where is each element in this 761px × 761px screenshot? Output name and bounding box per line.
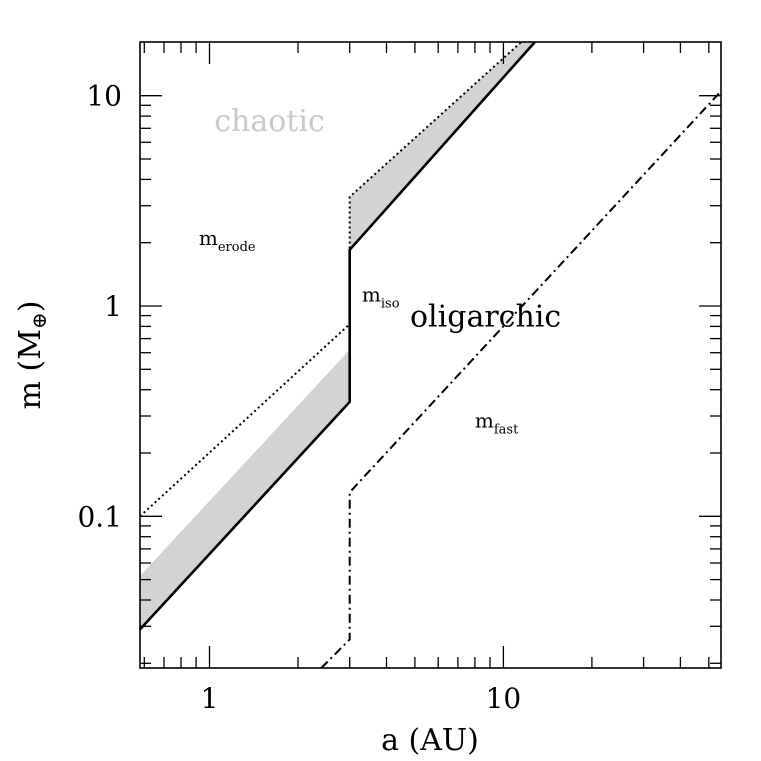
- tick-layer: [140, 42, 721, 668]
- annotation-m-erode: merode: [199, 226, 256, 255]
- annotation-text: m: [362, 283, 381, 307]
- y-axis-label: m (M: [13, 329, 48, 409]
- svg-text:m (M⊕): m (M⊕): [13, 301, 51, 410]
- y-axis-label-close: ): [13, 301, 48, 313]
- series-layer: [139, 41, 722, 669]
- y-axis-label-group: m (M⊕): [13, 301, 51, 410]
- annotation-subscript: fast: [494, 422, 519, 437]
- annotation-oligarchic: oligarchic: [410, 299, 561, 334]
- series-line-m-iso: [139, 41, 536, 631]
- annotation-m-iso: miso: [362, 283, 400, 312]
- annotation-text: m: [199, 226, 218, 250]
- annotation-m-fast: mfast: [475, 408, 519, 437]
- shaded-band-layer: [140, 42, 535, 630]
- annotation-text: oligarchic: [410, 299, 561, 334]
- y-axis-label-symbol: ⊕: [27, 312, 51, 329]
- label-layer: 1 100.1110chaoticoligarchicmerodemisomfas…: [77, 80, 561, 715]
- annotation-text: m: [475, 408, 494, 432]
- x-tick-label: 1: [201, 682, 219, 715]
- annotation-chaotic: chaotic: [214, 104, 325, 139]
- y-tick-label: 10: [86, 80, 122, 113]
- annotation-text: chaotic: [214, 104, 325, 139]
- annotation-subscript: iso: [381, 297, 400, 312]
- y-tick-label: 1: [104, 290, 122, 323]
- annotation-subscript: erode: [218, 240, 256, 255]
- y-tick-label: 0.1: [77, 500, 122, 533]
- shaded-band: [140, 42, 535, 630]
- plot-frame: [139, 41, 722, 669]
- x-tick-label: 10: [486, 682, 522, 715]
- x-axis-label: a (AU): [381, 723, 479, 758]
- series-line-m-fast: [320, 90, 722, 669]
